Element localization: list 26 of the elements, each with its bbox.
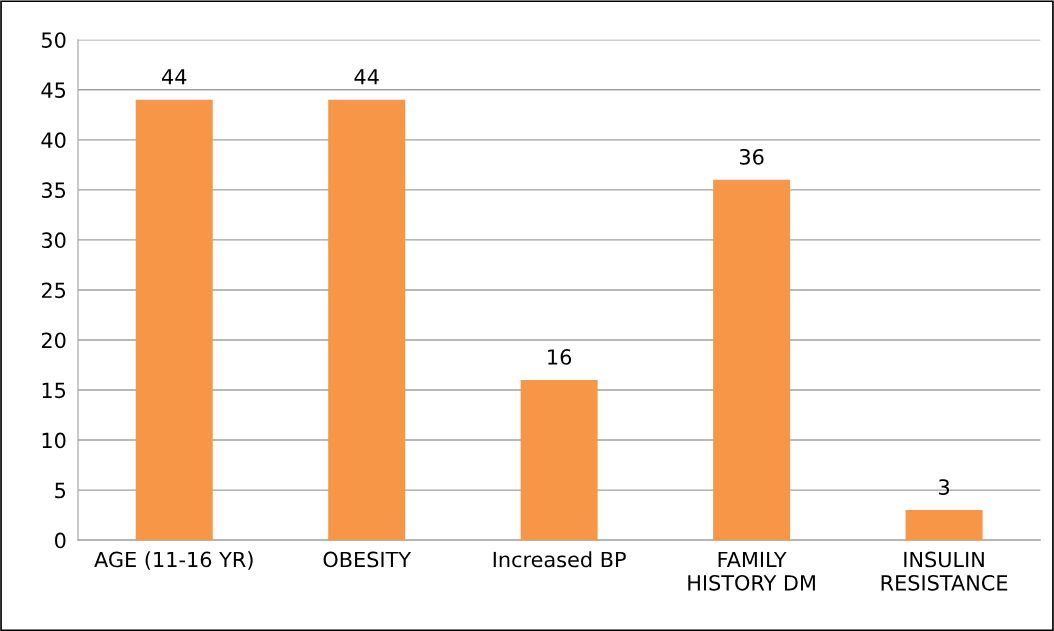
x-tick-label: FAMILY HISTORY DM (688, 551, 815, 591)
data-label: 36 (739, 148, 764, 165)
y-tick-label: 30 (41, 232, 66, 249)
y-tick-label: 35 (41, 182, 66, 199)
y-tick-label: 20 (41, 332, 66, 349)
y-tick-label: 25 (41, 282, 66, 299)
x-tick-label: AGE (11-16 YR) (94, 551, 253, 570)
y-tick-label: 50 (41, 32, 66, 48)
data-label: 44 (354, 69, 379, 85)
y-tick-label: 15 (42, 382, 66, 399)
x-tick-label: Increased BP (493, 551, 626, 568)
x-tick-label: INSULIN RESISTANCE (881, 551, 1008, 591)
bar (905, 510, 983, 541)
bar (520, 380, 598, 541)
x-tick-label: OBESITY (323, 551, 412, 568)
y-tick-label: 40 (41, 132, 66, 149)
bar (713, 179, 791, 541)
data-label: 3 (939, 479, 950, 495)
y-tick-label: 5 (55, 482, 66, 499)
bar (135, 99, 213, 541)
y-tick-label: 10 (42, 432, 66, 449)
data-label: 16 (548, 349, 572, 365)
y-tick-label: 0 (55, 532, 66, 549)
data-label: 44 (161, 69, 187, 85)
y-tick-label: 45 (41, 82, 66, 98)
bar (328, 99, 406, 541)
